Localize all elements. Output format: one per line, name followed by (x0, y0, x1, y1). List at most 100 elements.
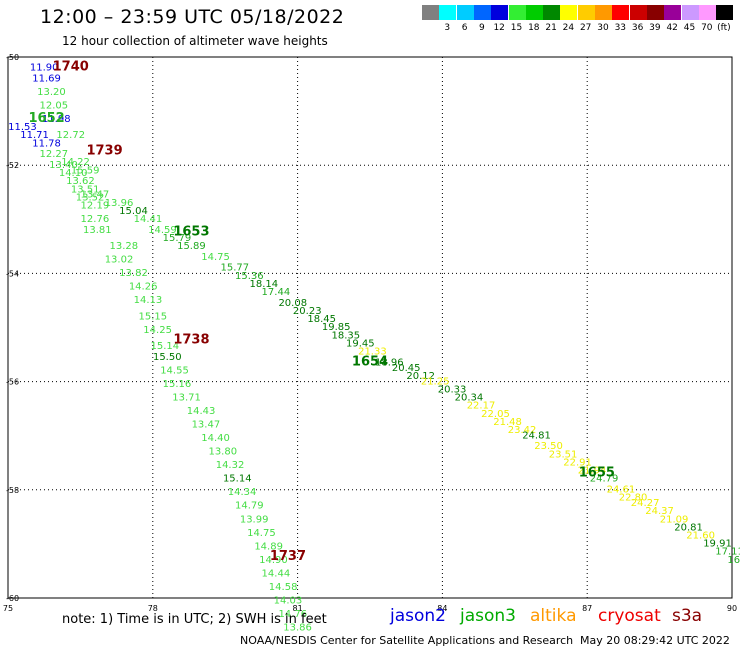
wave-height-value: 22.80 (619, 493, 648, 504)
legend-cryosat: cryosat (598, 606, 661, 626)
scale-label: 15 (510, 23, 523, 33)
scale-swatch (577, 5, 595, 20)
scale-swatch (681, 5, 699, 20)
wave-height-value: 22.91 (563, 457, 592, 468)
wave-height-value: 18.14 (249, 279, 278, 290)
wave-height-value: 14.55 (160, 365, 189, 376)
wave-height-value: 15.14 (151, 341, 180, 352)
wave-height-value: 21.48 (493, 417, 522, 428)
wave-height-value: 18.96 (375, 357, 404, 368)
pass-time-label: 1740 (53, 60, 89, 75)
x-tick-label: 87 (582, 604, 592, 613)
wave-height-value: 22.05 (481, 409, 510, 420)
scale-swatch (456, 5, 474, 20)
wave-height-value: 20.81 (674, 522, 703, 533)
wave-height-value: 12.27 (40, 149, 69, 160)
wave-height-value: 14.34 (228, 487, 257, 498)
x-tick-label: 78 (148, 604, 158, 613)
credit-text: NOAA/NESDIS Center for Satellite Applica… (240, 634, 574, 647)
wave-height-value: 20.08 (278, 298, 307, 309)
page-subtitle: 12 hour collection of altimeter wave hei… (62, 34, 328, 48)
wave-height-value: 12.19 (81, 200, 110, 211)
wave-height-value: 15.14 (223, 474, 252, 485)
wave-height-value: 24.81 (522, 430, 551, 441)
page-title: 12:00 – 23:59 UTC 05/18/2022 (40, 6, 345, 28)
wave-height-value: 14.40 (201, 433, 230, 444)
wave-height-value: 13.62 (66, 176, 95, 187)
wave-height-value: 14.79 (235, 501, 264, 512)
scale-swatch (543, 5, 561, 20)
wave-height-value: 15.04 (119, 206, 148, 217)
wave-height-value: 14.22 (61, 157, 90, 168)
x-tick-label: 75 (3, 604, 13, 613)
wave-height-value: 13.47 (81, 190, 110, 201)
wave-height-value: 14.58 (269, 582, 298, 593)
pass-time-label: 1653 (173, 225, 209, 240)
wave-height-value: 14.89 (254, 541, 283, 552)
wave-height-value: 15.50 (153, 352, 182, 363)
scale-label: 24 (562, 23, 575, 33)
wave-height-value: 19.85 (322, 322, 351, 333)
scale-label: 21 (545, 23, 557, 33)
scale-label: 45 (683, 23, 696, 33)
wave-height-value: 13.86 (283, 622, 312, 633)
scale-swatch (698, 5, 716, 20)
wave-height-value: 19.45 (346, 338, 375, 349)
wave-height-value: 20.33 (438, 384, 467, 395)
wave-height-value: 14.75 (247, 528, 276, 539)
wave-height-value: 21.33 (358, 347, 387, 358)
scale-swatch (439, 5, 457, 20)
wave-height-value: 14.44 (262, 568, 291, 579)
scale-swatch (664, 5, 682, 20)
wave-height-value: 24.37 (645, 506, 674, 517)
scale-swatch (612, 5, 630, 20)
wave-height-value: 24.61 (607, 485, 636, 496)
scale-label: 36 (631, 23, 644, 33)
y-tick-label: -50 (6, 53, 19, 62)
pass-time-label: 1739 (86, 143, 122, 158)
generated-timestamp: May 20 08:29:42 UTC 2022 (580, 634, 730, 647)
wave-height-value: 15.36 (235, 271, 264, 282)
y-tick-label: -58 (6, 486, 19, 495)
wave-height-value: 20.23 (293, 306, 322, 317)
wave-height-value: 11.53 (8, 122, 37, 133)
scale-swatch (525, 5, 543, 20)
wave-height-value: 21.60 (686, 530, 715, 541)
wave-height-value: 15.15 (138, 311, 167, 322)
wave-height-value: 21.09 (660, 514, 689, 525)
scale-label: 70 (701, 23, 713, 33)
wave-height-value: 18.35 (332, 330, 361, 341)
wave-height-value: 14.90 (259, 555, 288, 566)
scale-label: 9 (479, 23, 485, 33)
pass-time-label: 1655 (579, 465, 615, 480)
wave-height-value: 14.26 (129, 282, 158, 293)
wave-height-value: 17.44 (262, 287, 291, 298)
legend-s3a: s3a (672, 606, 703, 626)
wave-height-value: 13.52 (76, 192, 105, 203)
wave-height-value: 22.17 (467, 401, 496, 412)
scale-swatch (473, 5, 491, 20)
wave-height-value: 14.41 (134, 214, 163, 225)
wave-height-value: 11.98 (42, 114, 71, 125)
scale-swatch (560, 5, 578, 20)
scale-unit: (ft) (717, 23, 731, 33)
wave-height-value: 14.76 (278, 609, 307, 620)
scale-label: 3 (444, 23, 451, 33)
wave-height-value: 23.50 (534, 441, 563, 452)
legend-altika: altika (530, 606, 577, 626)
wave-height-value: 13.47 (192, 420, 221, 431)
y-tick-label: -52 (6, 161, 19, 170)
wave-height-value: 11.69 (32, 73, 61, 84)
scale-label: 39 (649, 23, 661, 33)
wave-height-value: 15.79 (163, 233, 192, 244)
scale-label: 33 (614, 23, 627, 33)
wave-height-value: 18.45 (307, 314, 336, 325)
wave-height-value: 15.16 (163, 379, 192, 390)
wave-height-value: 14.43 (187, 406, 216, 417)
footer-note: note: 1) Time is in UTC; 2) SWH is in fe… (62, 612, 327, 627)
x-tick-label: 84 (437, 604, 447, 613)
wave-height-value: 15.89 (177, 241, 206, 252)
wave-height-value: 20.12 (406, 371, 435, 382)
